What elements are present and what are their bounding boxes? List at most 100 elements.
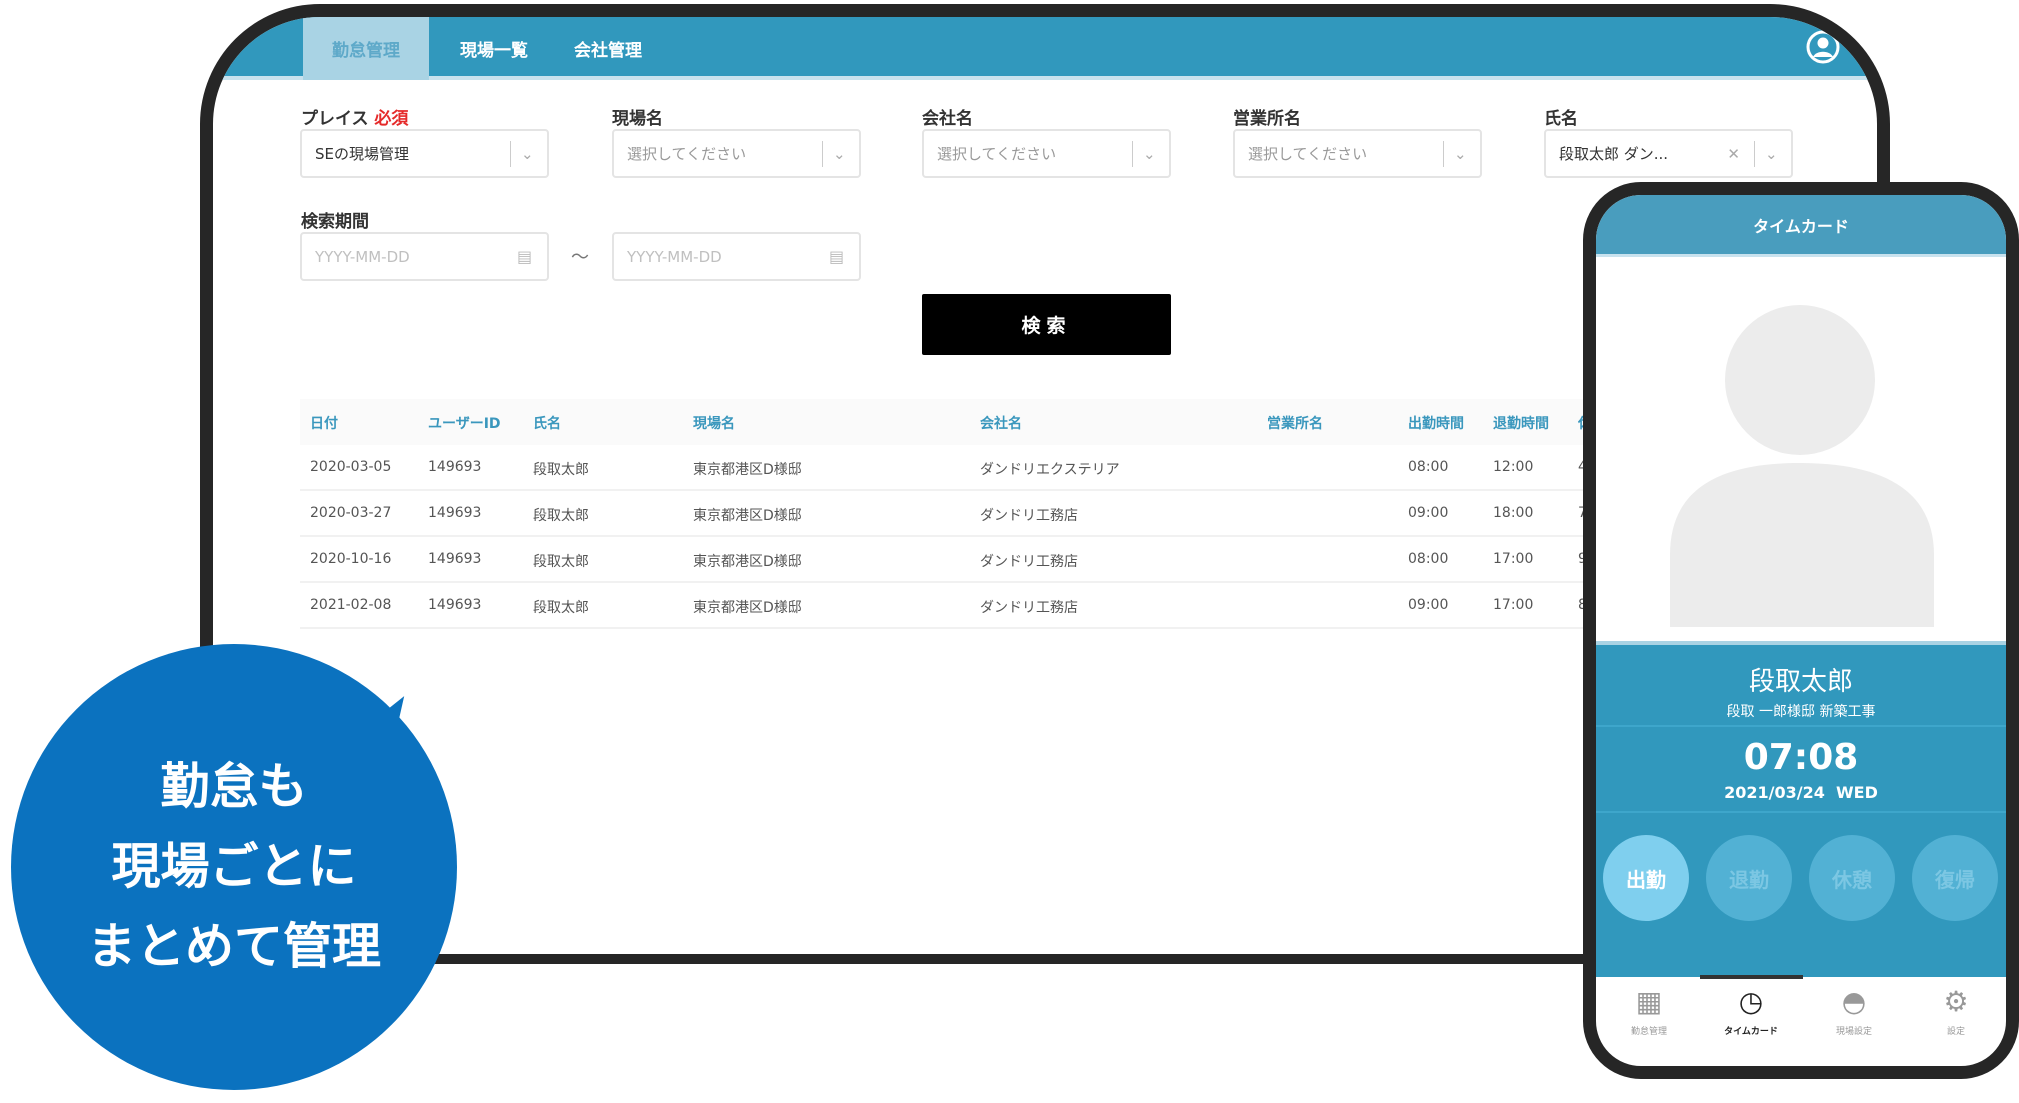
bottom-nav-attendance[interactable]: ▦ 勤怠管理 [1599,985,1699,1037]
resume-button[interactable]: 復帰 [1912,835,1998,921]
col-name[interactable]: 氏名 [533,416,561,432]
table-cell: 12:00 [1493,459,1534,475]
current-time: 07:08 [1743,737,1859,778]
table-cell: 149693 [428,597,482,613]
table-cell: 段取太郎 [533,508,589,524]
speech-bubble: 勤怠も 現場ごとに まとめて管理 [11,644,457,1090]
bottom-nav-site-settings[interactable]: ◓ 現場設定 [1804,985,1904,1037]
tab-attendance[interactable]: 勤怠管理 [303,17,429,80]
site-label: 現場名 [612,109,663,129]
active-tab-indicator [1700,975,1803,979]
search-button[interactable]: 検索 [922,294,1171,355]
timecard-panel: 段取太郎 段取 一郎様邸 新築工事 07:08 2021/03/24 WED 出… [1596,641,2006,977]
divider [1596,725,2006,727]
table-cell: 09:00 [1408,597,1449,613]
table-cell: 17:00 [1493,597,1534,613]
top-nav: 勤怠管理 現場一覧 会社管理 [213,17,1877,80]
tab-site-list[interactable]: 現場一覧 [460,41,528,61]
table-cell: 08:00 [1408,459,1449,475]
table-cell: ダンドリ工務店 [980,554,1078,570]
table-cell: 段取太郎 [533,462,589,478]
helmet-icon: ◓ [1841,985,1867,1018]
table-cell: 2020-03-27 [310,505,392,521]
col-user-id[interactable]: ユーザーID [428,416,501,432]
gear-icon: ⚙ [1943,985,1969,1018]
bottom-nav-timecard[interactable]: ◷ タイムカード [1701,985,1801,1037]
tab-company[interactable]: 会社管理 [574,41,642,61]
table-cell: 8 [1578,597,1587,613]
table-cell: ダンドリエクステリア [980,462,1120,478]
table-cell: 9 [1578,551,1587,567]
table-cell: 18:00 [1493,505,1534,521]
phone-frame: タイムカード 段取太郎 段取 一郎様邸 新築工事 07:08 2021/03/2… [1583,182,2019,1079]
bubble-line: まとめて管理 [86,918,381,975]
period-separator: 〜 [571,247,589,268]
place-label: プレイス 必須 [301,109,409,129]
table-cell: 149693 [428,551,482,567]
calendar-icon: ▤ [829,247,845,266]
clear-icon[interactable]: ✕ [1727,144,1740,163]
bubble-line: 勤怠も [160,758,308,815]
table-row[interactable]: 2020-03-27 149693 段取太郎 東京都港区D様邸 ダンドリ工務店 09:00… [300,491,1700,537]
table-cell: ダンドリ工務店 [980,508,1078,524]
date-from-input[interactable]: YYYY-MM-DD ▤ [300,232,549,281]
table-cell: 東京都港区D様邸 [693,508,802,524]
table-cell: 2020-03-05 [310,459,392,475]
table-row[interactable]: 2021-02-08 149693 段取太郎 東京都港区D様邸 ダンドリ工務店 09:00… [300,583,1700,629]
table-row[interactable]: 2020-10-16 149693 段取太郎 東京都港区D様邸 ダンドリ工務店 08:00… [300,537,1700,583]
site-name: 段取 一郎様邸 新築工事 [1726,704,1876,720]
user-name: 段取太郎 [1748,667,1853,697]
bubble-line: 現場ごとに [111,838,357,895]
calendar-icon: ▤ [517,247,533,266]
chevron-down-icon: ⌄ [1143,144,1156,163]
company-select[interactable]: 選択してください ⌄ [922,129,1171,178]
table-cell: 08:00 [1408,551,1449,567]
office-select[interactable]: 選択してください ⌄ [1233,129,1482,178]
table-cell: 2021-02-08 [310,597,392,613]
col-date[interactable]: 日付 [310,416,338,432]
clock-in-button[interactable]: 出勤 [1603,835,1689,921]
phone-title: タイムカード [1596,195,2006,257]
chevron-down-icon: ⌄ [1454,144,1467,163]
name-select[interactable]: 段取太郎 ダン... ✕ ⌄ [1544,129,1793,178]
period-label: 検索期間 [301,212,369,232]
office-label: 営業所名 [1233,109,1301,129]
table-cell: 17:00 [1493,551,1534,567]
table-cell: 段取太郎 [533,554,589,570]
chevron-down-icon: ⌄ [833,144,846,163]
clock-icon: ◷ [1738,985,1764,1018]
table-cell: ダンドリ工務店 [980,600,1078,616]
table-cell: 7 [1578,505,1587,521]
table-cell: 09:00 [1408,505,1449,521]
table-header: 日付 ユーザーID 氏名 現場名 会社名 営業所名 出勤時間 退勤時間 休 [300,399,1700,445]
company-label: 会社名 [922,109,973,129]
bottom-nav-settings[interactable]: ⚙ 設定 [1906,985,2006,1037]
break-button[interactable]: 休憩 [1809,835,1895,921]
chevron-down-icon: ⌄ [521,144,534,163]
place-select[interactable]: SEの現場管理 ⌄ [300,129,549,178]
col-clock-in[interactable]: 出勤時間 [1408,416,1464,432]
table-cell: 149693 [428,459,482,475]
col-company[interactable]: 会社名 [980,416,1022,432]
table-cell: 東京都港区D様邸 [693,462,802,478]
table-cell: 東京都港区D様邸 [693,554,802,570]
chevron-down-icon: ⌄ [1765,144,1778,163]
user-circle-icon[interactable] [1806,30,1840,64]
table-cell: 段取太郎 [533,600,589,616]
date-to-input[interactable]: YYYY-MM-DD ▤ [612,232,861,281]
col-clock-out[interactable]: 退勤時間 [1493,416,1549,432]
clock-out-button[interactable]: 退勤 [1706,835,1792,921]
site-select[interactable]: 選択してください ⌄ [612,129,861,178]
col-site[interactable]: 現場名 [693,416,735,432]
col-office[interactable]: 営業所名 [1267,416,1323,432]
avatar-placeholder-icon [1670,305,1934,627]
table-cell: 4 [1578,459,1587,475]
table-row[interactable]: 2020-03-05 149693 段取太郎 東京都港区D様邸 ダンドリエクステリア 08… [300,445,1700,491]
table-cell: 149693 [428,505,482,521]
name-label: 氏名 [1544,109,1578,129]
table-cell: 2020-10-16 [310,551,392,567]
divider [1596,811,2006,813]
current-date: 2021/03/24 WED [1724,783,1878,802]
table-cell: 東京都港区D様邸 [693,600,802,616]
calendar-icon: ▦ [1635,985,1663,1018]
